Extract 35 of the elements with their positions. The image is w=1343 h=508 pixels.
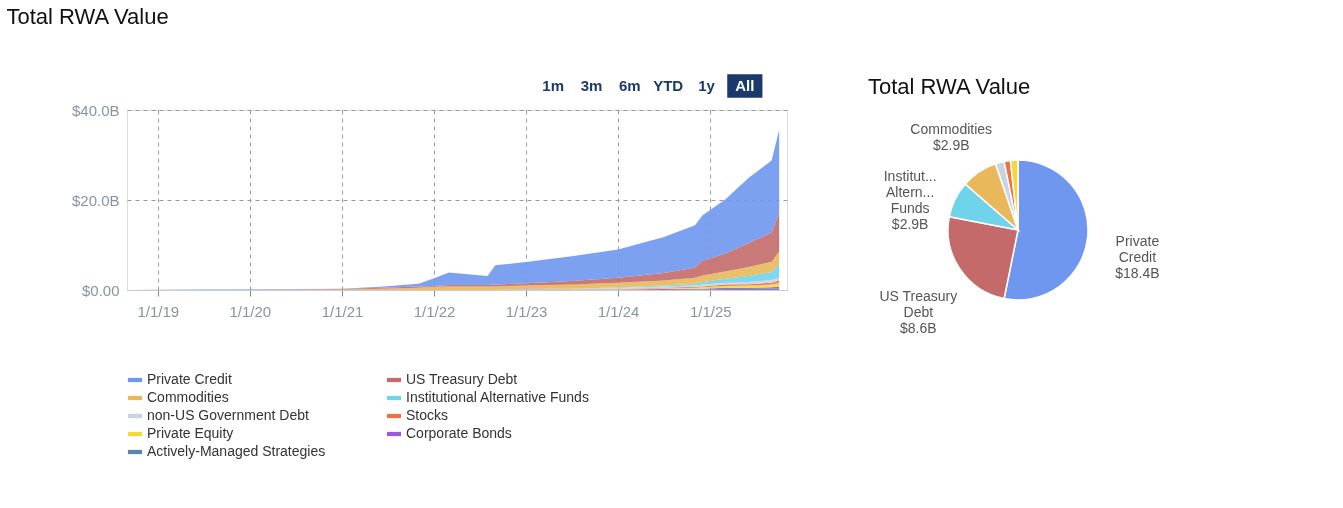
legend-label: Commodities — [147, 389, 229, 405]
x-tick-label: 1/1/23 — [505, 302, 548, 320]
legend-label: Private Credit — [147, 371, 232, 387]
data-label: $2.9B — [891, 216, 929, 233]
text: YTD — [653, 77, 684, 94]
x-tick-label: 1/1/20 — [229, 302, 272, 320]
text: All — [735, 77, 755, 94]
slice-label: Commodities — [910, 121, 993, 138]
slice-label: Private Credit — [1115, 232, 1160, 265]
y-tick-label: $20.0B — [71, 191, 120, 209]
y-tick-label: $40.0B — [71, 101, 120, 119]
data-label: $18.4B — [1115, 264, 1160, 281]
legend-label: Private Equity — [147, 425, 234, 441]
x-tick-label: 1/1/21 — [321, 302, 364, 320]
legend-label: Corporate Bonds — [406, 425, 512, 441]
legend-label: Stocks — [406, 407, 449, 423]
legend-label: US Treasury Debt — [406, 371, 518, 387]
x-tick-label: 1/1/25 — [690, 302, 732, 320]
slice-label: US Treasury Debt — [879, 287, 958, 320]
data-label: $8.6B — [900, 319, 937, 336]
x-tick-label: 1/1/24 — [597, 302, 640, 320]
x-tick-label: 1/1/19 — [137, 302, 180, 320]
text: 1y — [698, 77, 716, 94]
y-tick-label: $0.00 — [81, 281, 120, 299]
legend-label: Actively-Managed Strategies — [147, 443, 326, 459]
chart-title: Total RWA Value — [6, 4, 169, 30]
slice-label: Institut... Altern... Funds — [883, 168, 937, 217]
text: 6m — [618, 77, 641, 94]
chart-title: Total RWA Value — [868, 74, 1031, 100]
legend-label: non-US Government Debt — [147, 407, 309, 423]
data-label: $2.9B — [932, 137, 970, 154]
x-tick-label: 1/1/22 — [413, 302, 456, 320]
legend-label: Institutional Alternative Funds — [406, 389, 589, 405]
text: 3m — [580, 77, 603, 94]
text: 1m — [542, 77, 565, 94]
